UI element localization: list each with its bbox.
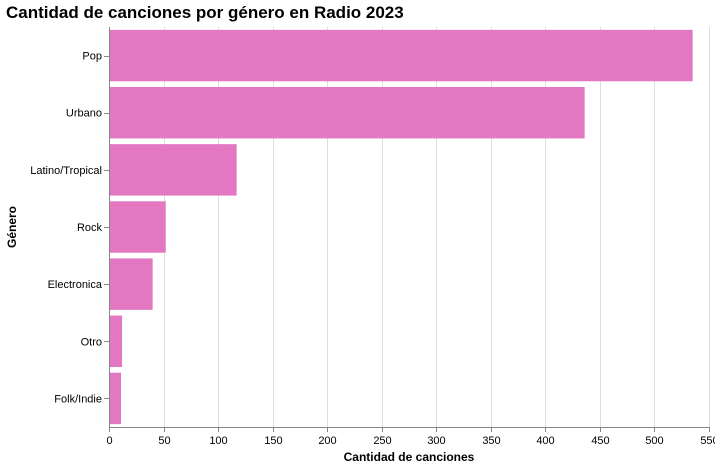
bar <box>109 29 693 82</box>
x-tick-label: 500 <box>645 435 663 447</box>
x-tick-label: 100 <box>209 435 227 447</box>
y-tick-label: Urbano <box>66 108 102 120</box>
x-tick-label: 200 <box>318 435 336 447</box>
y-tick-label: Latino/Tropical <box>30 165 102 177</box>
y-tick-label: Rock <box>77 222 103 234</box>
x-tick-label: 400 <box>536 435 554 447</box>
bar <box>109 315 123 367</box>
x-tick-label: 450 <box>591 435 609 447</box>
x-tick-label: 250 <box>373 435 391 447</box>
bar <box>109 201 166 253</box>
x-axis-title: Cantidad de canciones <box>344 450 475 464</box>
bar <box>109 372 121 425</box>
bar <box>109 87 585 139</box>
y-tick-label: Folk/Indie <box>54 393 102 405</box>
y-axis-title: Género <box>5 206 19 248</box>
x-tick-label: 50 <box>158 435 170 447</box>
y-tick-label: Otro <box>81 336 102 348</box>
bars <box>109 29 693 425</box>
y-tick-label: Pop <box>82 51 102 63</box>
chart-title: Cantidad de canciones por género en Radi… <box>6 3 404 22</box>
y-axis: Pop Urbano Latino/Tropical Rock Electronica O… <box>30 27 110 427</box>
x-tick-label: 150 <box>264 435 282 447</box>
x-axis: 0 50 100 150 200 250 300 350 400 450 500 550 <box>106 427 715 447</box>
bar <box>109 258 153 310</box>
x-tick-label: 300 <box>427 435 445 447</box>
x-tick-label: 350 <box>482 435 500 447</box>
bar <box>109 144 237 196</box>
x-tick-label: 0 <box>106 435 112 447</box>
x-tick-label: 550 <box>700 435 715 447</box>
y-tick-label: Electronica <box>48 279 103 291</box>
